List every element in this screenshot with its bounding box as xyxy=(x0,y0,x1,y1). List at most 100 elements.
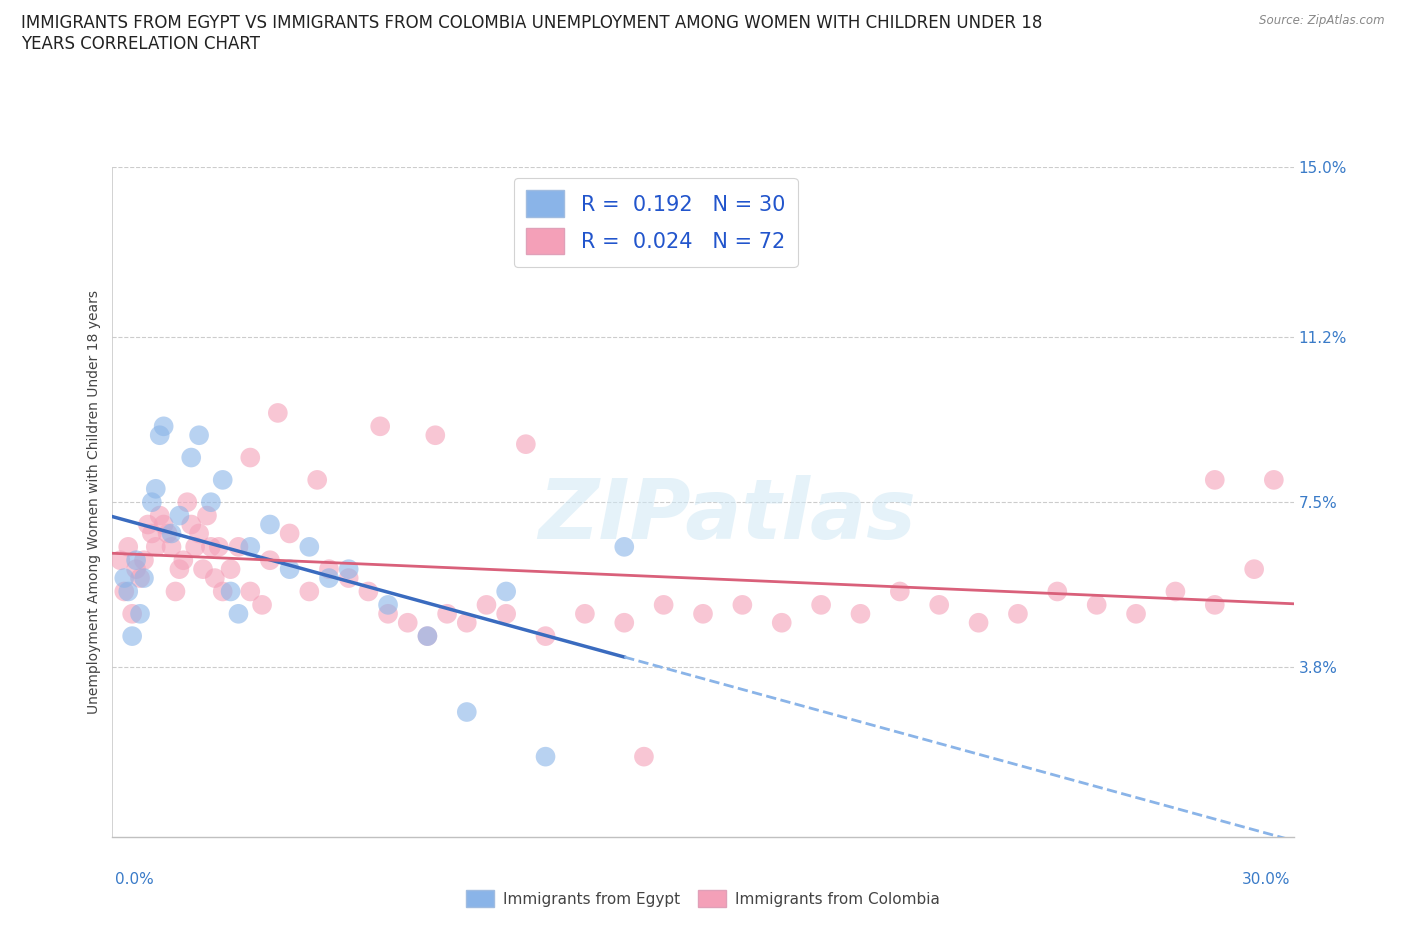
Point xyxy=(259,517,281,532)
Legend: Immigrants from Egypt, Immigrants from Colombia: Immigrants from Egypt, Immigrants from C… xyxy=(460,884,946,913)
Point xyxy=(110,552,132,567)
Text: ZIPatlas: ZIPatlas xyxy=(537,475,915,556)
Point xyxy=(515,437,537,452)
Point xyxy=(208,539,231,554)
Point xyxy=(136,517,159,532)
Point xyxy=(1085,597,1108,612)
Point xyxy=(368,418,391,433)
Point xyxy=(211,584,233,599)
Point xyxy=(425,428,447,443)
Point xyxy=(188,428,211,443)
Point xyxy=(141,495,163,510)
Point xyxy=(169,562,191,577)
Point xyxy=(574,606,596,621)
Point xyxy=(1046,584,1069,599)
Point xyxy=(125,552,148,567)
Point xyxy=(191,562,214,577)
Point xyxy=(770,616,793,631)
Point xyxy=(396,616,419,631)
Point xyxy=(204,571,226,586)
Point xyxy=(534,629,557,644)
Point xyxy=(1204,472,1226,487)
Point xyxy=(633,750,655,764)
Point xyxy=(132,552,155,567)
Point xyxy=(475,597,498,612)
Point xyxy=(152,517,174,532)
Point xyxy=(141,526,163,541)
Point xyxy=(200,495,222,510)
Point xyxy=(117,584,139,599)
Point xyxy=(228,606,250,621)
Point xyxy=(416,629,439,644)
Point xyxy=(145,539,167,554)
Point xyxy=(377,606,399,621)
Point xyxy=(160,539,183,554)
Point xyxy=(188,526,211,541)
Point xyxy=(928,597,950,612)
Point xyxy=(337,562,360,577)
Point xyxy=(211,472,233,487)
Point xyxy=(849,606,872,621)
Point xyxy=(239,539,262,554)
Point xyxy=(692,606,714,621)
Point xyxy=(652,597,675,612)
Point xyxy=(117,539,139,554)
Point xyxy=(259,552,281,567)
Text: IMMIGRANTS FROM EGYPT VS IMMIGRANTS FROM COLOMBIA UNEMPLOYMENT AMONG WOMEN WITH : IMMIGRANTS FROM EGYPT VS IMMIGRANTS FROM… xyxy=(21,14,1042,53)
Text: 0.0%: 0.0% xyxy=(115,872,155,887)
Point xyxy=(152,418,174,433)
Point xyxy=(112,584,135,599)
Point xyxy=(1164,584,1187,599)
Point xyxy=(436,606,458,621)
Point xyxy=(228,539,250,554)
Point xyxy=(165,584,187,599)
Point xyxy=(149,428,172,443)
Point xyxy=(731,597,754,612)
Point xyxy=(121,629,143,644)
Point xyxy=(298,584,321,599)
Point xyxy=(613,616,636,631)
Point xyxy=(307,472,329,487)
Text: 30.0%: 30.0% xyxy=(1243,872,1291,887)
Point xyxy=(239,584,262,599)
Point xyxy=(219,562,242,577)
Point xyxy=(318,571,340,586)
Point xyxy=(456,616,478,631)
Point xyxy=(180,517,202,532)
Point xyxy=(298,539,321,554)
Point xyxy=(1007,606,1029,621)
Point xyxy=(250,597,273,612)
Point xyxy=(495,606,517,621)
Point xyxy=(810,597,832,612)
Point xyxy=(416,629,439,644)
Point xyxy=(456,705,478,720)
Point xyxy=(125,562,148,577)
Point xyxy=(1243,562,1265,577)
Point xyxy=(1263,472,1285,487)
Point xyxy=(184,539,207,554)
Point xyxy=(318,562,340,577)
Point xyxy=(1204,597,1226,612)
Point xyxy=(132,571,155,586)
Point xyxy=(195,508,218,523)
Point xyxy=(129,606,152,621)
Point xyxy=(1125,606,1147,621)
Point xyxy=(169,508,191,523)
Point xyxy=(278,526,301,541)
Point xyxy=(278,562,301,577)
Point xyxy=(145,482,167,497)
Point xyxy=(129,571,152,586)
Point xyxy=(200,539,222,554)
Point xyxy=(967,616,990,631)
Point xyxy=(112,571,135,586)
Point xyxy=(172,552,194,567)
Y-axis label: Unemployment Among Women with Children Under 18 years: Unemployment Among Women with Children U… xyxy=(87,290,101,714)
Point xyxy=(267,405,290,420)
Point xyxy=(121,606,143,621)
Point xyxy=(889,584,911,599)
Point xyxy=(160,526,183,541)
Point xyxy=(357,584,380,599)
Point xyxy=(156,526,179,541)
Legend: R =  0.192   N = 30, R =  0.024   N = 72: R = 0.192 N = 30, R = 0.024 N = 72 xyxy=(515,178,797,267)
Point xyxy=(337,571,360,586)
